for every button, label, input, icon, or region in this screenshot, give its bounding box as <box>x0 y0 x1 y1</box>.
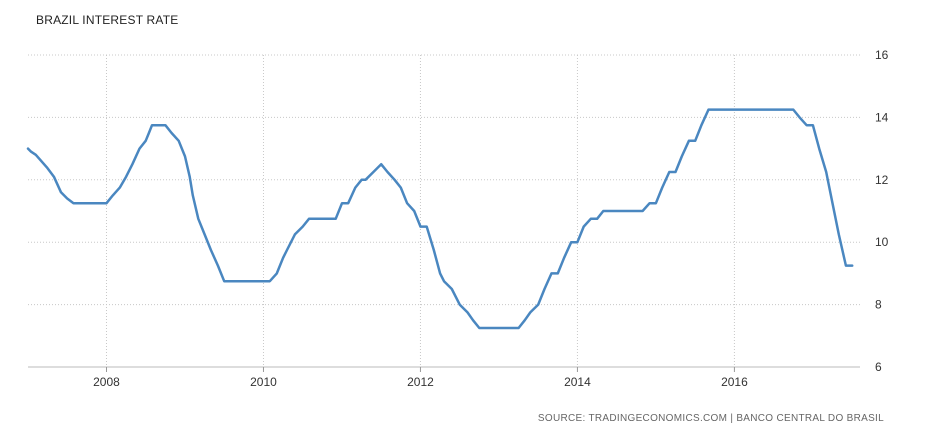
y-tick-label: 6 <box>875 360 882 374</box>
interest-rate-line <box>26 108 854 330</box>
y-tick-label: 12 <box>875 173 889 187</box>
x-tick-labels: 2008 2010 2012 2014 2016 <box>93 367 748 389</box>
x-tick-label: 2010 <box>250 375 277 389</box>
y-tick-labels: 6 8 10 12 14 16 <box>875 48 889 374</box>
y-tick-label: 16 <box>875 48 889 62</box>
source-note: SOURCE: TRADINGECONOMICS.COM | BANCO CEN… <box>537 413 884 424</box>
grid-lines <box>28 54 860 368</box>
x-tick-label: 2008 <box>93 375 120 389</box>
x-tick-label: 2016 <box>721 375 748 389</box>
y-tick-label: 14 <box>875 110 889 124</box>
chart-title: BRAZIL INTEREST RATE <box>36 13 179 27</box>
y-tick-label: 10 <box>875 235 889 249</box>
x-tick-label: 2012 <box>407 375 434 389</box>
x-tick-label: 2014 <box>564 375 591 389</box>
y-tick-label: 8 <box>875 298 882 312</box>
series-group <box>26 108 854 330</box>
